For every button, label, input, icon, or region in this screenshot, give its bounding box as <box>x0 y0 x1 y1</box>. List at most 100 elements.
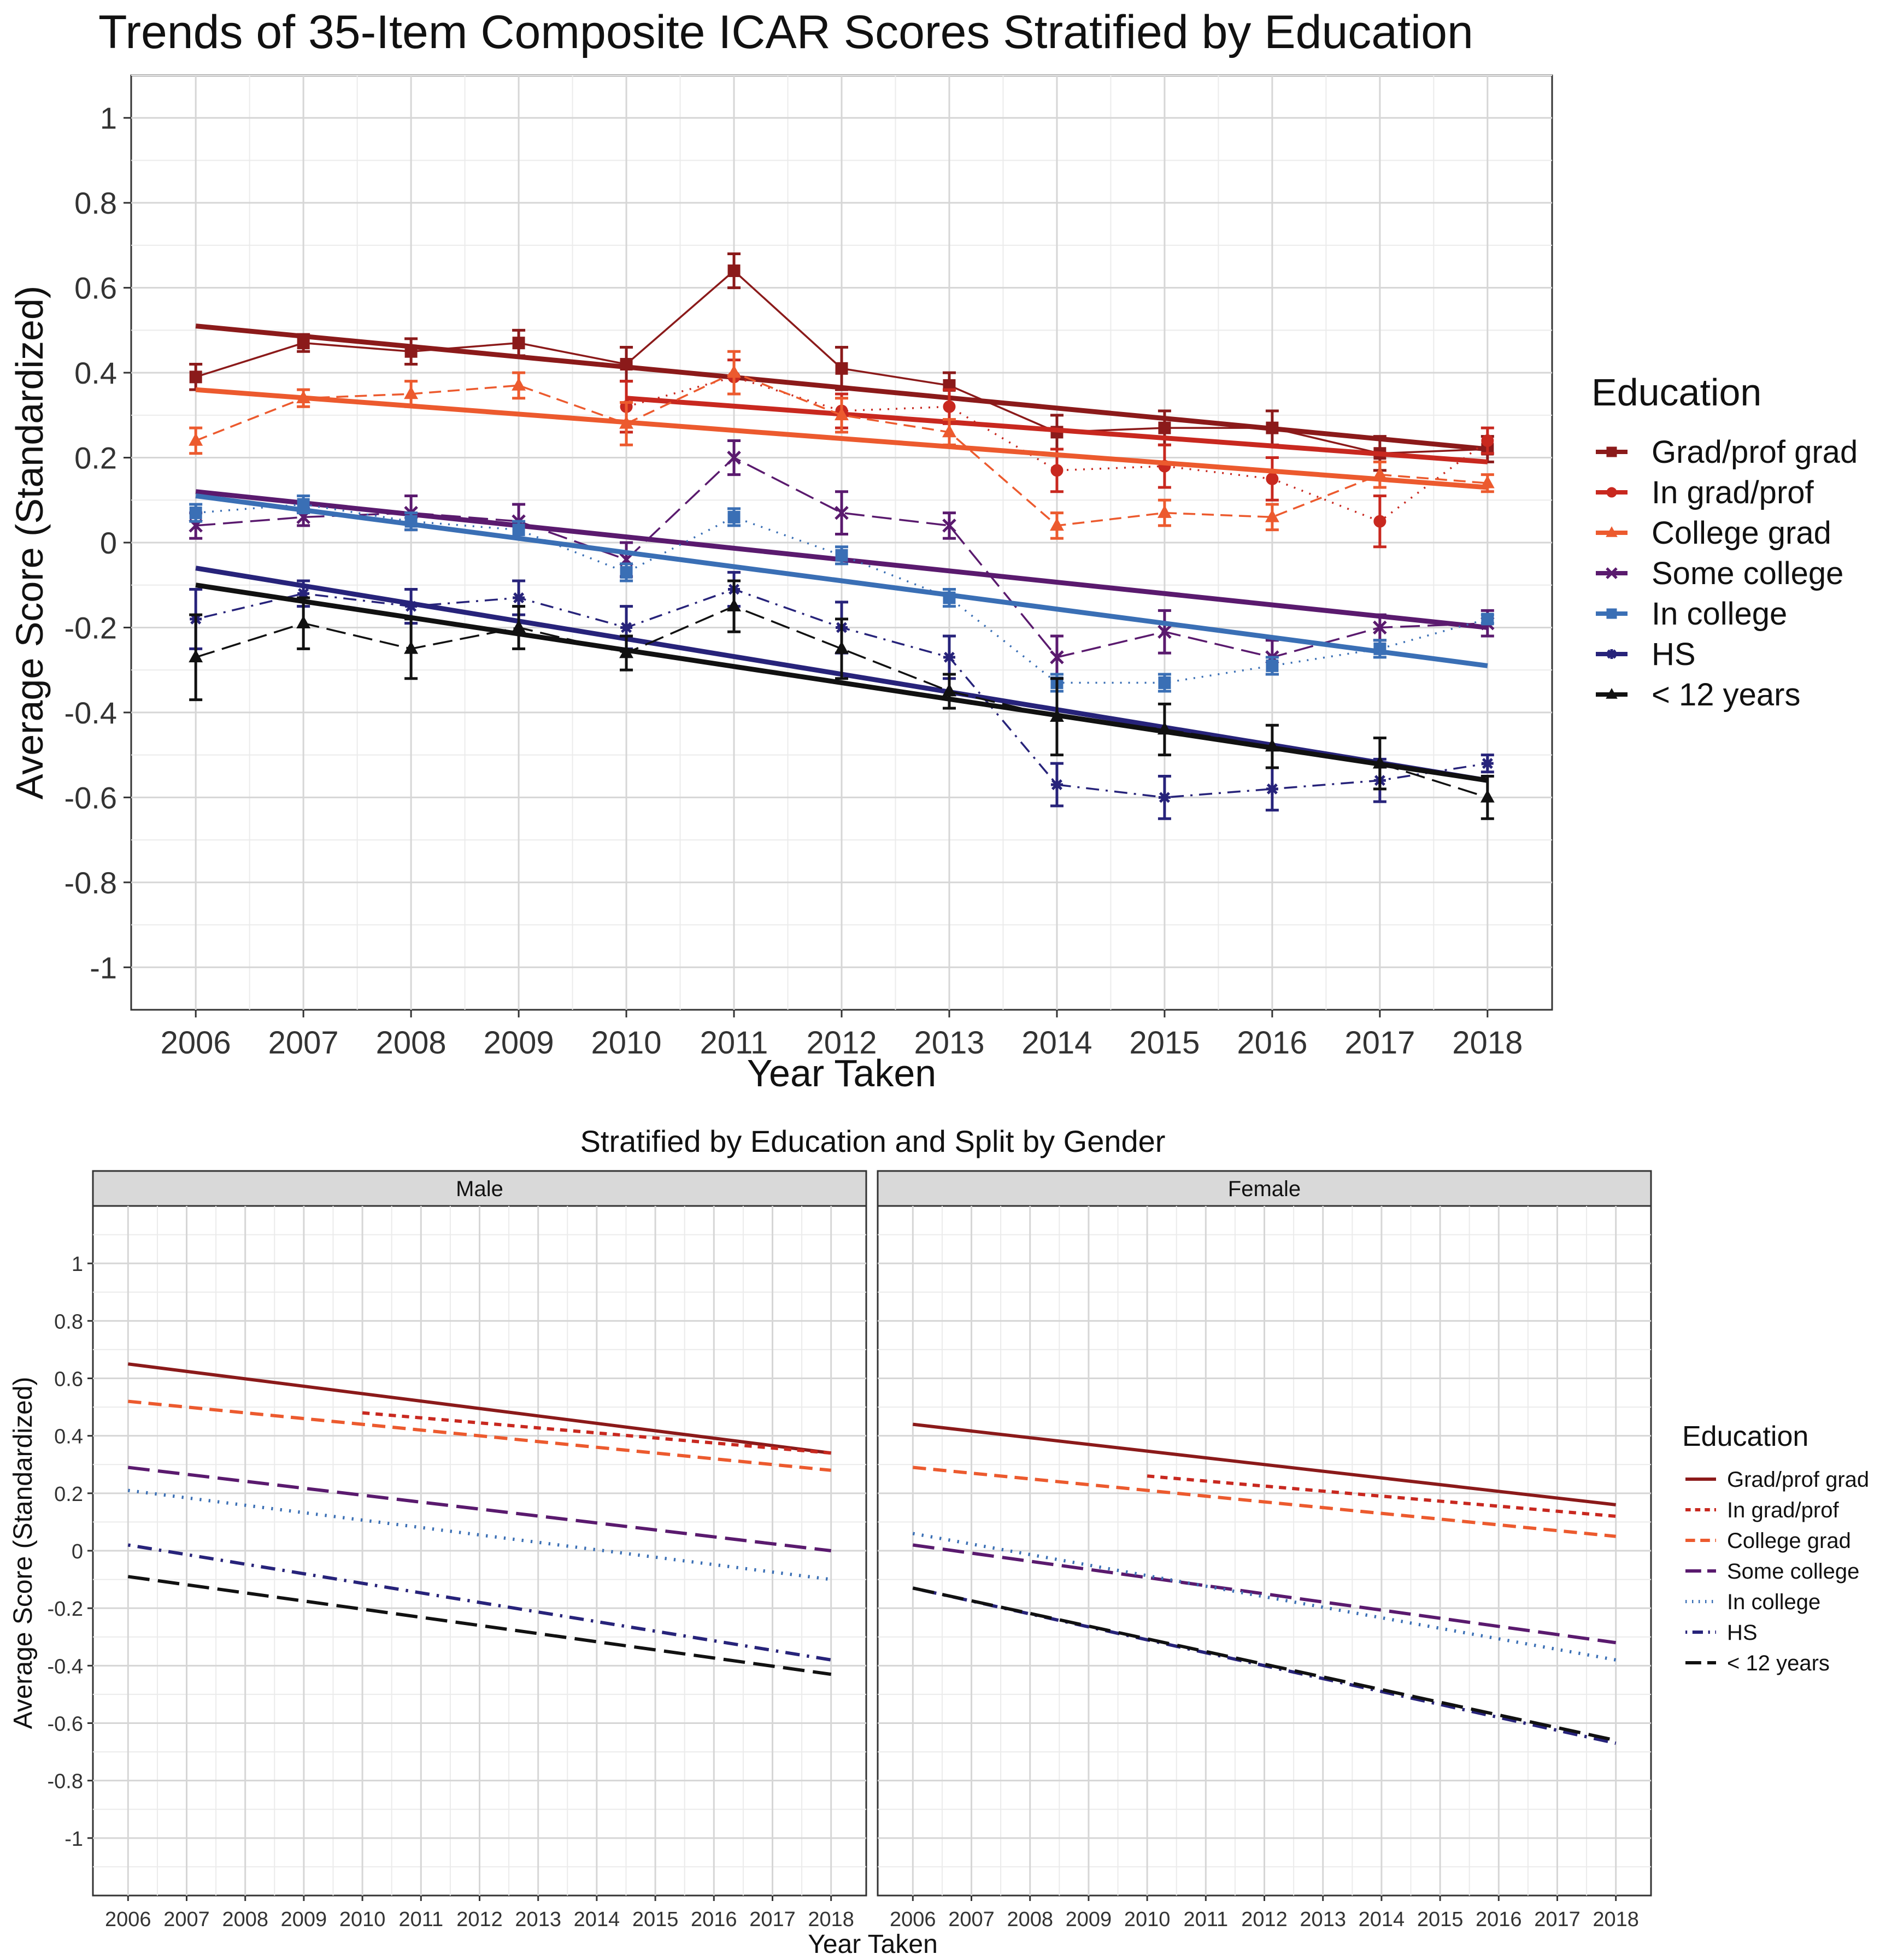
x-tick-label: 2006 <box>161 1025 231 1061</box>
data-point <box>943 591 956 604</box>
y-tick-label: 0.2 <box>74 441 117 475</box>
trend-line-12-years <box>127 1575 832 1676</box>
y-tick-label: 0 <box>72 1540 83 1563</box>
y-tick-label: -1 <box>90 950 117 985</box>
data-point <box>943 400 956 413</box>
data-point <box>1481 434 1494 447</box>
trend-line-grad-prof-grad <box>127 1362 832 1455</box>
y-tick-label: 1 <box>72 1253 83 1276</box>
data-point <box>296 615 311 628</box>
data-point <box>619 645 634 658</box>
data-point <box>1050 650 1064 664</box>
top-series-layer <box>189 252 1495 820</box>
trend-line-hs <box>912 1586 1617 1745</box>
data-point <box>189 433 203 446</box>
data-point <box>1050 464 1064 477</box>
data-point <box>835 641 849 654</box>
data-point <box>619 416 634 429</box>
top-chart: Trends of 35-Item Composite ICAR Scores … <box>8 6 1858 1094</box>
legend-label: In college <box>1652 596 1787 632</box>
legend-label: HS <box>1652 637 1696 672</box>
data-point <box>1049 709 1064 722</box>
data-point <box>297 337 310 350</box>
x-tick-label: 2013 <box>914 1025 984 1061</box>
x-tick-label: 2006 <box>890 1908 936 1931</box>
x-tick-label: 2011 <box>1183 1908 1228 1931</box>
x-tick-label: 2016 <box>1237 1025 1307 1061</box>
x-tick-label: 2006 <box>105 1908 151 1931</box>
x-tick-label: 2010 <box>591 1025 662 1061</box>
data-point <box>1158 791 1171 804</box>
x-tick-label: 2013 <box>1300 1908 1346 1931</box>
x-tick-label: 2016 <box>1476 1908 1522 1931</box>
facet-strip <box>877 1170 1652 1207</box>
x-tick-label: 2012 <box>1241 1908 1288 1931</box>
top-legend-title: Education <box>1591 371 1761 414</box>
data-point <box>1266 659 1279 672</box>
legend-label: Some college <box>1727 1559 1859 1584</box>
y-tick-label: -0.2 <box>64 610 118 645</box>
y-tick-label: 0.4 <box>54 1426 83 1449</box>
x-tick-label: 2018 <box>808 1908 854 1931</box>
x-tick-label: 2009 <box>281 1908 327 1931</box>
x-tick-label: 2012 <box>456 1908 503 1931</box>
data-point <box>189 507 202 520</box>
data-point <box>1480 475 1495 488</box>
y-tick-label: 0.6 <box>54 1368 83 1391</box>
data-point <box>835 362 848 375</box>
data-point <box>189 370 202 384</box>
series-college-grad <box>189 350 1495 540</box>
data-point <box>512 523 525 537</box>
y-tick-label: -0.2 <box>48 1598 83 1621</box>
trend-line-some-college <box>912 1543 1617 1645</box>
top-x-axis-title: Year Taken <box>747 1052 936 1094</box>
legend-marker <box>1606 608 1617 619</box>
data-point <box>942 519 956 533</box>
legend-marker <box>1607 649 1617 659</box>
top-chart-title: Trends of 35-Item Composite ICAR Scores … <box>98 6 1473 58</box>
data-point <box>1481 613 1494 626</box>
data-point <box>1158 676 1171 689</box>
data-point <box>835 505 849 520</box>
bottom-chart-title: Stratified by Education and Split by Gen… <box>580 1124 1166 1158</box>
legend-label: Grad/prof grad <box>1727 1468 1869 1492</box>
x-tick-label: 2014 <box>574 1908 620 1931</box>
x-tick-label: 2009 <box>1066 1908 1112 1931</box>
legend-label: In grad/prof <box>1727 1498 1839 1522</box>
legend-marker <box>1606 487 1617 498</box>
x-tick-label: 2015 <box>632 1908 679 1931</box>
x-tick-label: 2018 <box>1593 1908 1639 1931</box>
x-tick-label: 2008 <box>222 1908 268 1931</box>
x-tick-label: 2007 <box>268 1025 339 1061</box>
y-tick-label: 0.8 <box>54 1310 83 1333</box>
data-point <box>1158 625 1172 639</box>
x-tick-label: 2014 <box>1021 1025 1092 1061</box>
trend-line-in-college <box>127 1488 832 1581</box>
data-point <box>727 264 741 278</box>
x-tick-label: 2018 <box>1452 1025 1523 1061</box>
data-point <box>1049 517 1064 531</box>
data-point <box>1157 505 1172 518</box>
x-tick-label: 2011 <box>700 1025 768 1061</box>
top-legend: Grad/prof grad In grad/prof College grad So… <box>1596 434 1858 713</box>
legend-marker <box>1606 688 1618 699</box>
facet-strip <box>92 1170 867 1207</box>
x-tick-label: 2008 <box>376 1025 446 1061</box>
trend-line-college-grad <box>128 1399 831 1472</box>
y-tick-label: -0.6 <box>48 1713 83 1736</box>
data-point <box>512 378 526 391</box>
facet-label: Female <box>1228 1177 1301 1201</box>
trend-line-college-grad <box>913 1465 1616 1538</box>
data-point <box>1158 421 1171 434</box>
legend-label: In grad/prof <box>1652 475 1814 510</box>
data-point <box>1266 421 1279 434</box>
data-point <box>1157 721 1172 735</box>
data-point <box>835 407 849 421</box>
data-point <box>512 620 526 633</box>
bottom-chart: Stratified by Education and Split by Gen… <box>9 1124 1869 1959</box>
x-tick-label: 2013 <box>515 1908 561 1931</box>
legend-label: < 12 years <box>1727 1651 1830 1675</box>
data-point <box>942 683 956 697</box>
y-tick-label: 1 <box>100 101 117 136</box>
